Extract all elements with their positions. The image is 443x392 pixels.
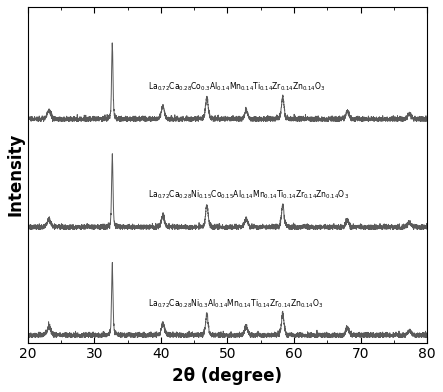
Text: La$_{0.72}$Ca$_{0.28}$Co$_{0.3}$Al$_{0.14}$Mn$_{0.14}$Ti$_{0.14}$Zr$_{0.14}$Zn$_: La$_{0.72}$Ca$_{0.28}$Co$_{0.3}$Al$_{0.1… xyxy=(148,81,325,93)
Text: La$_{0.72}$Ca$_{0.28}$Ni$_{0.3}$Al$_{0.14}$Mn$_{0.14}$Ti$_{0.14}$Zr$_{0.14}$Zn$_: La$_{0.72}$Ca$_{0.28}$Ni$_{0.3}$Al$_{0.1… xyxy=(148,297,323,310)
X-axis label: 2θ (degree): 2θ (degree) xyxy=(172,367,283,385)
Y-axis label: Intensity: Intensity xyxy=(7,133,25,216)
Text: La$_{0.72}$Ca$_{0.28}$Ni$_{0.15}$Co$_{0.15}$Al$_{0.14}$Mn$_{0.14}$Ti$_{0.14}$Zr$: La$_{0.72}$Ca$_{0.28}$Ni$_{0.15}$Co$_{0.… xyxy=(148,189,349,201)
